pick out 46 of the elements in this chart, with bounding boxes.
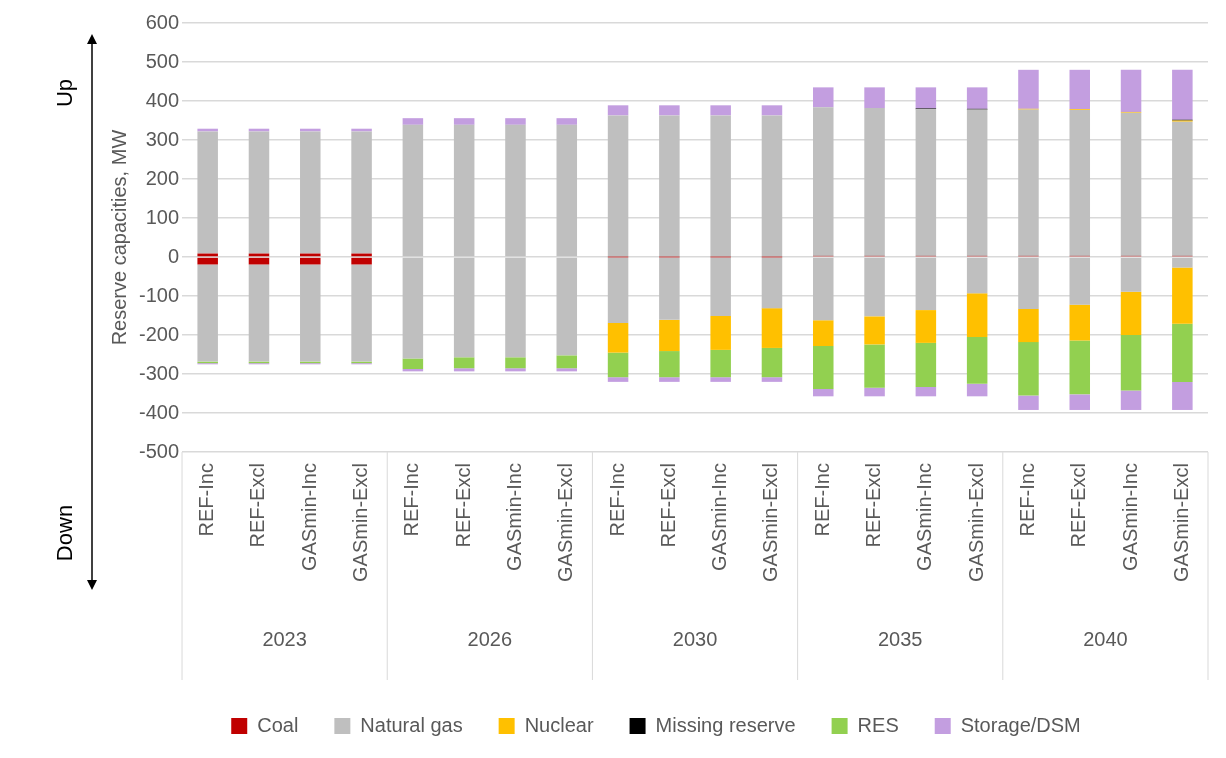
x-tick-label: GASmin-Inc: [1118, 463, 1141, 571]
x-tick-label: REF-Inc: [400, 463, 423, 537]
text: 2035: [877, 628, 923, 651]
x-tick-label: REF-Excl: [451, 463, 474, 548]
x-tick-label: REF-Excl: [246, 463, 269, 548]
y-tick-label: 0: [167, 244, 180, 267]
y-tick-label: 300: [145, 127, 180, 150]
legend-label: Missing reserve: [655, 713, 796, 736]
y-tick-label: -400: [139, 400, 180, 423]
text: 2040: [1083, 628, 1128, 651]
y-axis-title: Reserve capacities, MW: [107, 129, 130, 346]
text: 2026: [467, 628, 513, 651]
x-tick-label: REF-Inc: [810, 463, 833, 537]
x-tick-label: REF-Inc: [195, 463, 218, 537]
y-tick-label: 200: [145, 166, 180, 189]
x-tick-label: REF-Inc: [1015, 463, 1038, 537]
y-tick-label: 100: [145, 205, 180, 228]
text: Down: [52, 504, 78, 562]
x-tick-label: GASmin-Inc: [708, 463, 731, 571]
y-tick-label: 600: [145, 10, 180, 33]
x-tick-label: REF-Excl: [656, 463, 679, 548]
legend-label: Natural gas: [360, 713, 463, 736]
text: Up: [52, 78, 78, 108]
text: 2023: [262, 628, 307, 651]
x-tick-label: REF-Inc: [605, 463, 628, 537]
x-tick-label: GASmin-Excl: [554, 463, 577, 582]
x-tick-label: GASmin-Inc: [502, 463, 525, 571]
y-tick-label: 500: [145, 49, 180, 72]
x-tick-label: REF-Excl: [1067, 463, 1090, 548]
y-tick-label: -200: [139, 322, 180, 345]
x-tick-label: REF-Excl: [862, 463, 885, 548]
text: 2030: [672, 628, 718, 651]
y-tick-label: 400: [145, 88, 180, 111]
legend-label: Storage/DSM: [960, 713, 1081, 736]
legend-label: Coal: [257, 713, 299, 736]
legend-label: RES: [857, 713, 899, 736]
x-tick-label: GASmin-Inc: [913, 463, 936, 571]
x-tick-label: GASmin-Excl: [964, 463, 987, 582]
x-tick-label: GASmin-Inc: [297, 463, 320, 571]
y-tick-label: -500: [139, 439, 180, 462]
y-tick-label: -100: [139, 283, 180, 306]
x-tick-label: GASmin-Excl: [759, 463, 782, 582]
y-tick-label: -300: [139, 361, 180, 384]
x-tick-label: GASmin-Excl: [1169, 463, 1192, 582]
x-tick-label: GASmin-Excl: [349, 463, 372, 582]
legend-label: Nuclear: [524, 713, 594, 736]
